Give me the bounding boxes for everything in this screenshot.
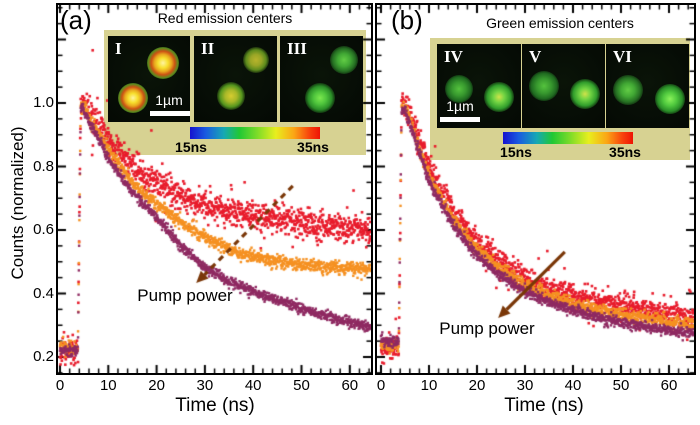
micrograph-image-V: V (522, 44, 605, 128)
x-tick-label: 60 (341, 377, 359, 394)
micrograph-numeral: II (201, 39, 215, 58)
lifetime-colorbar (190, 127, 320, 139)
micrograph-numeral: III (287, 39, 307, 58)
x-tick-label: 0 (376, 377, 386, 394)
x-axis-title: Time (ns) (175, 395, 255, 416)
scalebar-label: 1µm (446, 98, 474, 114)
y-tick-label: 0.8 (33, 157, 54, 175)
micrograph-image-VI: VI (606, 44, 689, 128)
emission-center-blob (570, 79, 600, 109)
x-tick-label: 40 (244, 377, 262, 394)
x-tick-label: 20 (148, 377, 165, 394)
x-tick-label: 40 (564, 377, 582, 394)
colorbar-min-label: 15ns (175, 139, 207, 155)
x-tick-label: 0 (55, 377, 65, 394)
emission-center-blob (147, 47, 179, 79)
pump-power-annotation: Pump power (439, 319, 535, 338)
emission-center-blob (445, 75, 473, 103)
lifetime-colorbar (503, 132, 633, 144)
x-tick-label: 60 (660, 377, 678, 394)
scalebar-label: 1µm (155, 92, 183, 108)
emission-center-blob (118, 83, 148, 113)
panel-b-inset-title: Green emission centers (486, 15, 634, 31)
micrograph-image-III: III (280, 36, 363, 122)
panel-b-letter: (b) (391, 5, 423, 35)
x-tick-label: 30 (516, 377, 534, 394)
micrograph-image-II: II (194, 36, 277, 122)
micrograph-numeral: IV (444, 47, 463, 66)
y-tick-label: 0.2 (33, 348, 54, 365)
micrograph-numeral: VI (613, 47, 632, 66)
emission-center-blob (305, 83, 335, 113)
emission-center-blob (529, 71, 559, 101)
x-tick-label: 20 (468, 377, 486, 394)
micrograph-image-IV: IV (437, 44, 521, 128)
y-tick-label: 1.0 (33, 94, 54, 111)
colorbar-max-label: 35ns (297, 139, 329, 155)
emission-center-blob (655, 84, 685, 114)
pump-power-annotation: Pump power (137, 286, 233, 305)
colorbar-max-label: 35ns (609, 144, 641, 160)
micrograph-image-I: I (108, 36, 190, 122)
y-tick-label: 0.4 (33, 284, 54, 302)
x-tick-label: 50 (293, 377, 310, 394)
emission-center-blob (484, 82, 514, 112)
micrograph-numeral: I (115, 39, 122, 58)
x-tick-label: 10 (420, 377, 438, 394)
x-tick-label: 10 (99, 377, 117, 394)
emission-center-blob (330, 46, 358, 74)
emission-center-blob (217, 82, 245, 110)
y-axis-title: Counts (normalized) (8, 126, 27, 280)
x-axis-title: Time (ns) (504, 395, 584, 416)
emission-center-blob (613, 75, 643, 105)
panel-a-inset-title: Red emission centers (157, 10, 293, 26)
micrograph-numeral: V (529, 47, 542, 66)
scalebar-bar (440, 117, 480, 122)
scalebar-bar (150, 111, 190, 116)
y-tick-label: 0.6 (33, 221, 54, 238)
emission-center-blob (243, 47, 269, 73)
panel-a-letter: (a) (60, 5, 92, 35)
x-tick-label: 50 (612, 377, 630, 394)
colorbar-min-label: 15ns (500, 144, 532, 160)
x-tick-label: 30 (196, 377, 214, 394)
